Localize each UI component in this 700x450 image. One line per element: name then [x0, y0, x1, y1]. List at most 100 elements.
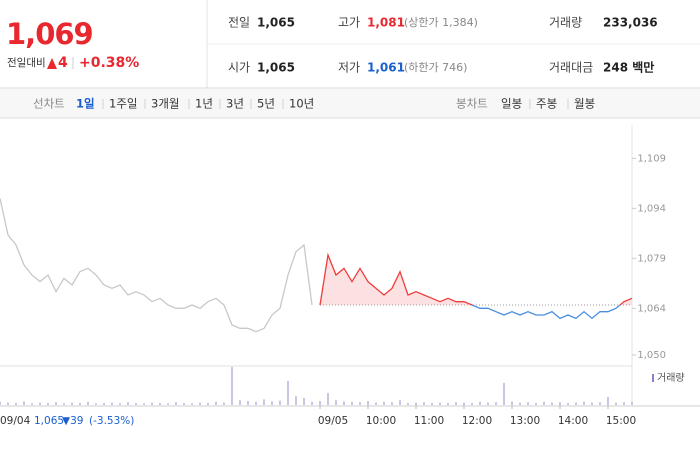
volume-bar	[103, 403, 105, 405]
volume-bar	[375, 402, 377, 405]
volume-bar	[431, 403, 433, 405]
tab[interactable]: 1주일	[109, 97, 137, 111]
volume-bar	[167, 403, 169, 405]
change: 4	[58, 55, 68, 71]
volume-bar	[223, 402, 225, 405]
tab[interactable]: 3개월	[151, 97, 179, 111]
volume-bar	[479, 401, 481, 405]
legend-swatch	[652, 374, 654, 382]
info-label: 거래대금	[549, 61, 593, 75]
volume-bar	[295, 396, 297, 405]
volume-bar	[143, 403, 145, 405]
volume-bar	[455, 402, 457, 405]
info-value: 248 백만	[603, 60, 654, 75]
area	[320, 255, 632, 305]
volume-bar	[15, 403, 17, 405]
volume-bar	[583, 401, 585, 405]
tab[interactable]: 10년	[289, 97, 314, 111]
tab-group-label: 봉차트	[456, 97, 488, 111]
volume-bar	[463, 402, 465, 405]
y-tick-label: 1,050	[637, 350, 666, 361]
change-rate: +0.38%	[79, 55, 139, 71]
volume-bar	[415, 402, 417, 405]
volume-bar	[607, 397, 609, 405]
x-tick-label: 12:00	[462, 415, 492, 427]
volume-bar	[319, 401, 321, 405]
volume-bar	[159, 403, 161, 405]
volume-bar	[31, 403, 33, 405]
volume-bar	[575, 402, 577, 405]
tab[interactable]: 3년	[226, 97, 244, 111]
tab[interactable]: 1일	[76, 97, 95, 111]
y-tick-label: 1,109	[637, 153, 666, 164]
volume-bar	[399, 400, 401, 405]
volume-bar	[0, 401, 1, 405]
volume-bar	[111, 402, 113, 405]
tab[interactable]: 일봉	[501, 97, 522, 111]
volume-bar	[631, 401, 633, 405]
prev-change: ▼39	[62, 415, 83, 427]
line-up	[319, 252, 632, 305]
volume-bar	[279, 400, 281, 405]
volume-bar	[471, 403, 473, 405]
current-price: 1,069	[6, 17, 93, 51]
info-value: 1,065	[257, 16, 295, 30]
volume-bar	[303, 397, 305, 405]
volume-bar	[95, 403, 97, 405]
volume-bar	[511, 401, 513, 405]
tab[interactable]: 1년	[195, 97, 213, 111]
volume-bar	[599, 402, 601, 405]
volume-bar	[7, 402, 9, 405]
x-tick-label: 14:00	[558, 415, 588, 427]
volume-bar	[351, 401, 353, 405]
volume-bar	[343, 401, 345, 405]
volume-bar	[199, 402, 201, 405]
volume-bar	[535, 403, 537, 405]
info-label: 저가	[338, 61, 360, 75]
x-tick-label: 15:00	[606, 415, 636, 427]
volume-bar	[423, 402, 425, 405]
info-note: (하한가 746)	[404, 60, 467, 74]
change-label: 전일대비	[7, 56, 46, 69]
volume-bar	[495, 402, 497, 405]
volume-bar	[191, 403, 193, 405]
up-icon	[47, 58, 57, 69]
volume-bar	[383, 401, 385, 405]
volume-bar	[543, 401, 545, 405]
y-tick-label: 1,094	[637, 203, 666, 214]
line	[0, 198, 313, 333]
volume-bar	[391, 402, 393, 405]
volume-bar	[39, 402, 41, 405]
volume-bar	[255, 401, 257, 405]
volume-bar	[119, 403, 121, 405]
tab[interactable]: 주봉	[536, 97, 557, 111]
tab[interactable]: 5년	[257, 97, 275, 111]
y-tick-label: 1,079	[637, 253, 666, 264]
volume-bar	[503, 383, 505, 405]
legend-label: 거래량	[657, 372, 685, 384]
volume-bar	[79, 403, 81, 405]
volume-bar	[175, 402, 177, 405]
y-tick-label: 1,064	[637, 303, 666, 314]
info-value: 1,061	[367, 61, 405, 75]
volume-bar	[439, 402, 441, 405]
volume-bar	[207, 403, 209, 405]
prev-close: 1,065	[34, 415, 64, 427]
volume-bar	[127, 402, 129, 405]
info-value: 233,036	[603, 16, 658, 30]
volume-bar	[271, 401, 273, 405]
info-label: 거래량	[549, 16, 582, 30]
volume-bar	[63, 403, 65, 405]
volume-bar	[135, 403, 137, 405]
tab[interactable]: 월봉	[574, 97, 595, 111]
volume-bar	[367, 401, 369, 405]
volume-bar	[519, 402, 521, 405]
volume-bar	[407, 403, 409, 405]
info-value: 1,081	[367, 16, 405, 30]
volume-bar	[183, 403, 185, 405]
volume-bar	[23, 401, 25, 405]
volume-bar	[47, 403, 49, 405]
volume-bar	[487, 402, 489, 405]
tab-group-label: 선차트	[33, 97, 65, 111]
